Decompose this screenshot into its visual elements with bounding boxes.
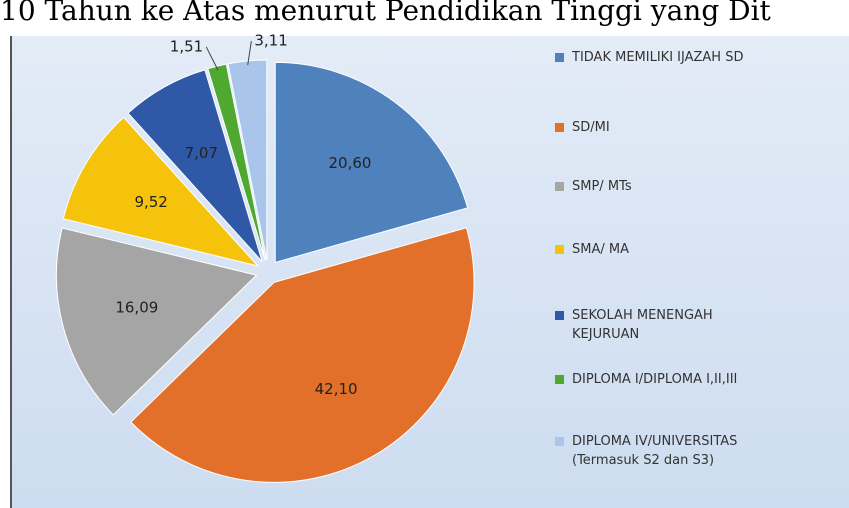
data-label: 20,60 [329, 154, 372, 172]
leader-line [247, 41, 252, 66]
data-label: 16,09 [115, 298, 158, 316]
legend-label: SEKOLAH MENENGAH KEJURUAN [572, 308, 713, 342]
pie-slice [55, 227, 258, 416]
legend-item: DIPLOMA IV/UNIVERSITAS (Termasuk S2 dan … [555, 432, 765, 470]
data-label: 7,07 [185, 144, 218, 162]
legend-item: SMP/ MTs [555, 177, 765, 196]
legend-item: SEKOLAH MENENGAH KEJURUAN [555, 306, 765, 344]
data-label: 1,51 [170, 37, 203, 55]
legend-label: SD/MI [572, 120, 610, 135]
legend-label: DIPLOMA I/DIPLOMA I,II,III [572, 372, 738, 387]
legend-item: SMA/ MA [555, 240, 765, 259]
legend-label: TIDAK MEMILIKI IJAZAH SD [572, 50, 744, 65]
legend-label: SMA/ MA [572, 242, 629, 257]
data-label: 9,52 [134, 193, 167, 211]
legend-swatch [555, 375, 564, 384]
chart-title: 10 Tahun ke Atas menurut Pendidikan Ting… [0, 0, 771, 27]
pie-slice [127, 69, 263, 262]
leader-line [205, 46, 219, 71]
legend-swatch [555, 245, 564, 254]
legend-label: DIPLOMA IV/UNIVERSITAS (Termasuk S2 dan … [572, 434, 738, 468]
data-label: 3,11 [254, 32, 287, 50]
legend-swatch [555, 53, 564, 62]
data-label: 42,10 [315, 380, 358, 398]
pie-slice [130, 227, 475, 483]
legend-swatch [555, 311, 564, 320]
legend-swatch [555, 123, 564, 132]
pie-slice [207, 63, 266, 261]
pie-slice [274, 61, 469, 264]
legend-swatch [555, 182, 564, 191]
pie-slice [62, 116, 260, 267]
legend-item: TIDAK MEMILIKI IJAZAH SD [555, 48, 765, 67]
legend-label: SMP/ MTs [572, 179, 632, 194]
legend-item: SD/MI [555, 118, 765, 137]
legend-item: DIPLOMA I/DIPLOMA I,II,III [555, 370, 765, 389]
pie-slice [227, 59, 268, 261]
legend-swatch [555, 437, 564, 446]
